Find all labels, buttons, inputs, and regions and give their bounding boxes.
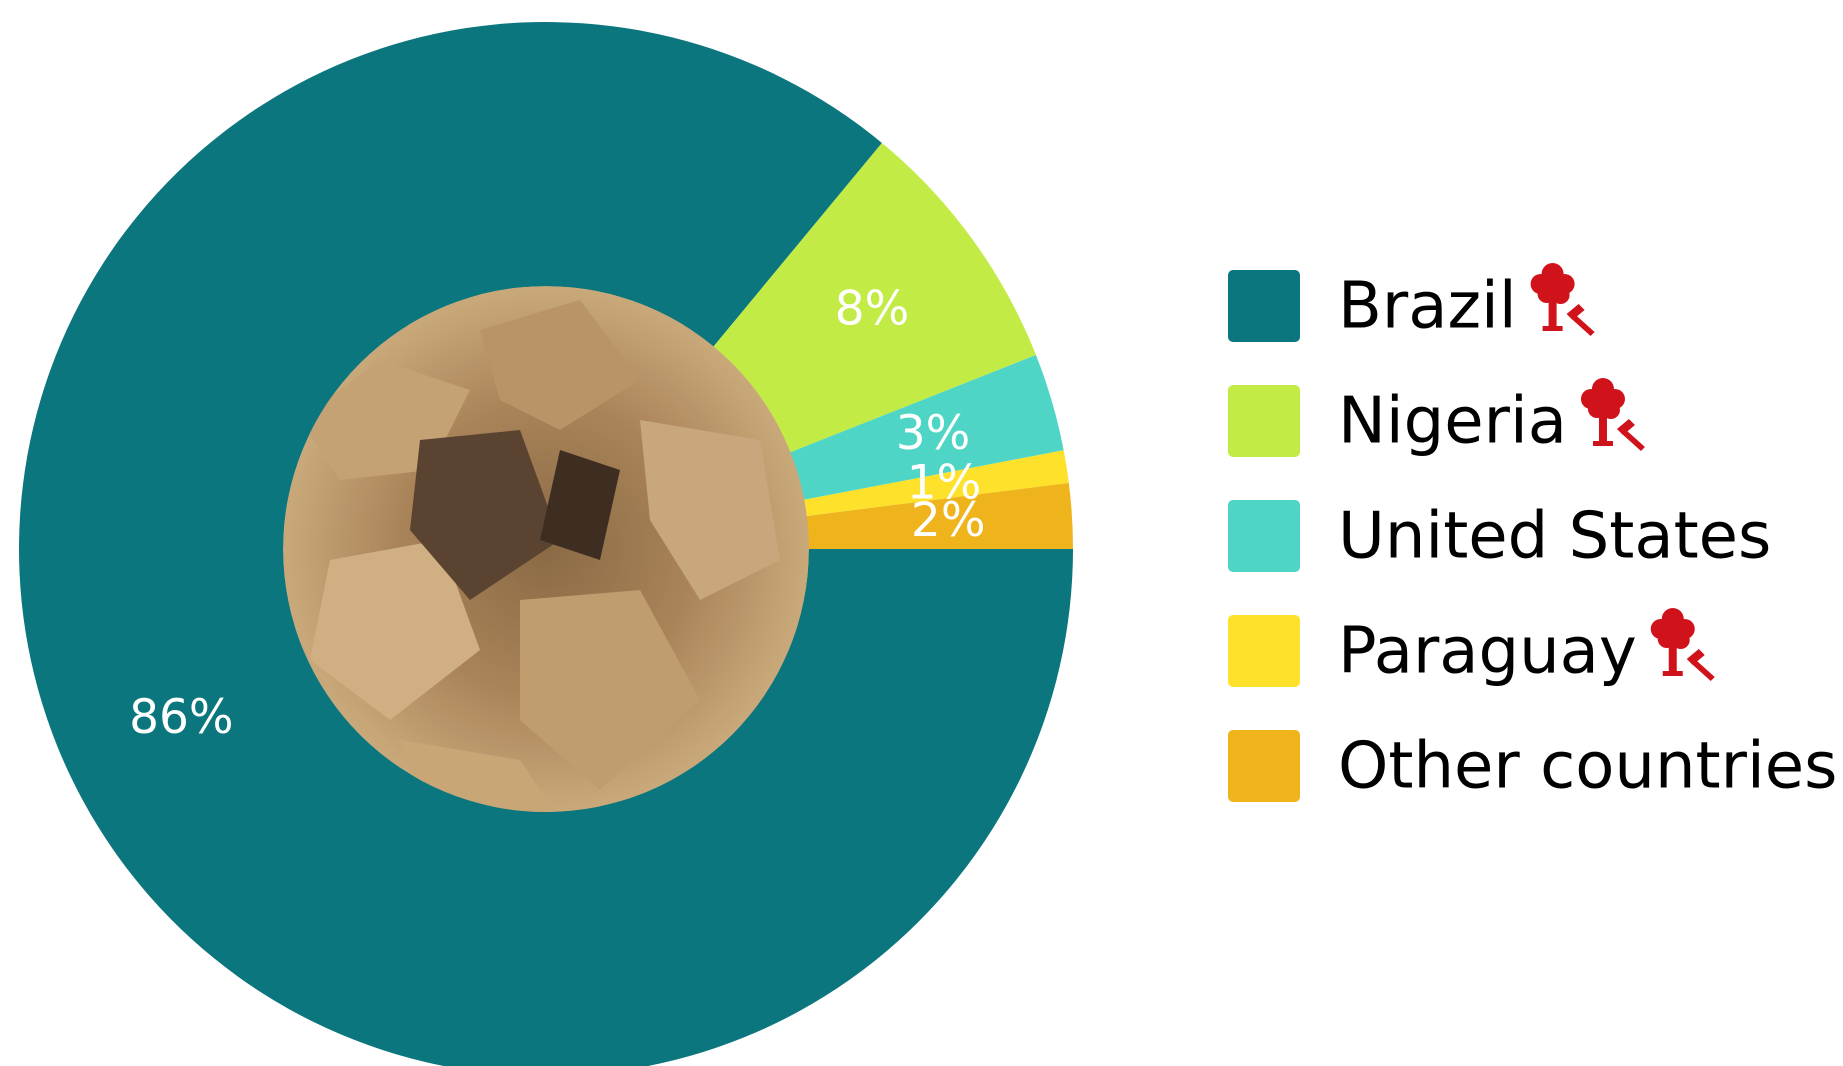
slice-label: 1% bbox=[907, 455, 982, 510]
legend: Brazil Nigeria United States Paraguay Other … bbox=[1228, 263, 1837, 804]
slice-label: 86% bbox=[129, 690, 233, 745]
icon-part bbox=[1598, 415, 1607, 445]
icon-part bbox=[1686, 649, 1705, 665]
icon-part bbox=[1548, 300, 1557, 330]
legend-label: Brazil bbox=[1338, 270, 1517, 344]
slice-label: 3% bbox=[896, 406, 971, 461]
icon-part bbox=[1570, 314, 1595, 336]
icon-part bbox=[1542, 326, 1563, 331]
icon-part bbox=[1662, 671, 1683, 676]
legend-swatch bbox=[1228, 730, 1300, 802]
icon-part bbox=[1592, 441, 1613, 446]
icon-part bbox=[1566, 304, 1585, 320]
icon-part bbox=[1668, 645, 1677, 675]
icon-part bbox=[1542, 276, 1563, 296]
slice-labels: 86% 8% 3%1%2% bbox=[129, 282, 985, 745]
icon-part bbox=[1616, 419, 1635, 435]
icon-part bbox=[1690, 659, 1715, 681]
legend-label: Other countries bbox=[1338, 730, 1837, 804]
icon-part bbox=[1620, 429, 1645, 451]
deforestation-icon bbox=[1530, 263, 1595, 336]
deforestation-icon bbox=[1650, 608, 1715, 681]
legend-label: Paraguay bbox=[1338, 615, 1637, 689]
slice-label: 2% bbox=[911, 493, 986, 548]
legend-label: United States bbox=[1338, 500, 1771, 574]
legend-swatch bbox=[1228, 385, 1300, 457]
deforestation-icon bbox=[1580, 378, 1645, 451]
legend-swatch bbox=[1228, 270, 1300, 342]
icon-part bbox=[1592, 391, 1613, 411]
slice-label: 8% bbox=[835, 282, 910, 337]
legend-swatch bbox=[1228, 500, 1300, 572]
legend-swatch bbox=[1228, 615, 1300, 687]
legend-label: Nigeria bbox=[1338, 385, 1567, 459]
center-photo bbox=[283, 286, 809, 812]
icon-part bbox=[1662, 621, 1683, 641]
